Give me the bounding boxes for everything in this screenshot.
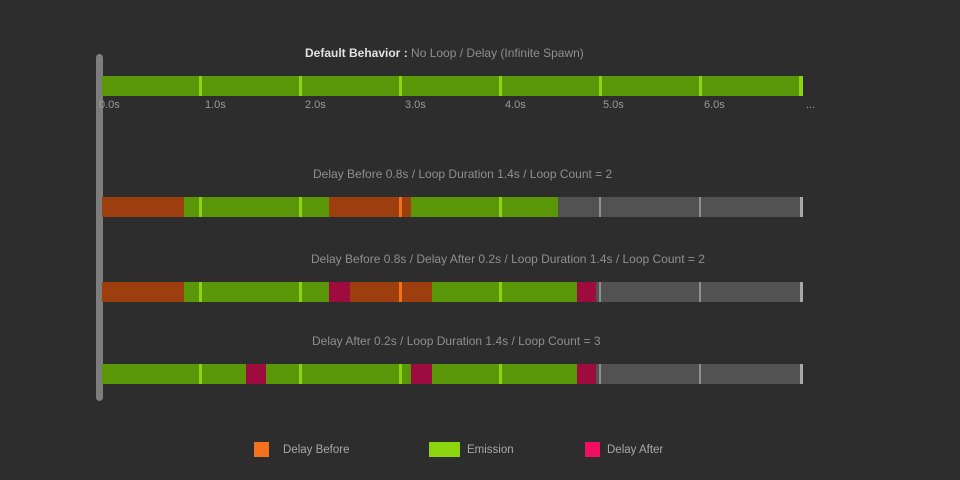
time-axis-label: ... <box>806 99 816 111</box>
timeline-tick-emission_bright <box>199 76 202 96</box>
time-axis-label: 1.0s <box>205 99 226 111</box>
timeline-segment-emission <box>184 282 329 302</box>
timeline-segment-delay_after <box>329 282 350 302</box>
legend-item-emission: Emission <box>429 442 514 457</box>
timeline-title-text: Delay Before 0.8s / Loop Duration 1.4s /… <box>313 167 613 181</box>
timeline-tick-emission_bright <box>299 197 302 217</box>
timeline-tick-emission_bright <box>599 76 602 96</box>
timeline-tick-emission_bright <box>199 364 202 384</box>
timeline-title: Delay Before 0.8s / Delay After 0.2s / L… <box>311 252 705 266</box>
time-axis-label: 6.0s <box>704 99 725 111</box>
timeline-segment-emission <box>102 364 246 384</box>
timeline-tick-emission_bright <box>399 76 402 96</box>
legend-label-delay-after: Delay After <box>607 443 664 456</box>
timeline-tick-emission_bright <box>699 76 702 96</box>
timeline-segment-emission <box>432 364 577 384</box>
timeline-segment-delay_before <box>102 197 184 217</box>
timeline-title-text: Delay After 0.2s / Loop Duration 1.4s / … <box>312 334 601 348</box>
timeline-axis-spine <box>96 54 103 401</box>
timeline-segment-delay_before <box>102 282 184 302</box>
emission-swatch-icon <box>429 442 460 457</box>
timeline-segment-delay_after <box>411 364 432 384</box>
timeline-segment-delay_before <box>350 282 432 302</box>
timeline-tick-inactive_tick <box>699 282 701 302</box>
delay-after-swatch-icon <box>585 442 600 457</box>
timeline-tick-emission_bright <box>399 364 402 384</box>
timeline-tick-emission_bright <box>299 364 302 384</box>
time-axis-label: 2.0s <box>305 99 326 111</box>
timeline-tick-emission_bright <box>499 282 502 302</box>
timeline-segment-emission <box>266 364 411 384</box>
timeline-tick-emission_bright <box>299 76 302 96</box>
time-axis-label: 3.0s <box>405 99 426 111</box>
timeline-title-text: Delay Before 0.8s / Delay After 0.2s / L… <box>311 252 705 266</box>
timeline-title: Default Behavior : No Loop / Delay (Infi… <box>305 46 584 60</box>
timeline-bar <box>102 364 803 384</box>
timeline-segment-emission <box>432 282 577 302</box>
delay-before-swatch-icon <box>254 442 269 457</box>
timeline-tick-inactive_tick <box>699 197 701 217</box>
timeline-segment-emission <box>102 76 799 96</box>
legend-item-delay-before: Delay Before <box>254 442 349 457</box>
legend-label-emission: Emission <box>467 443 514 456</box>
timeline-tick-emission_bright <box>499 364 502 384</box>
timeline-title-strong: Default Behavior : <box>305 46 412 60</box>
timeline-segment-delay_before <box>329 197 411 217</box>
timeline-title: Delay Before 0.8s / Loop Duration 1.4s /… <box>313 167 612 181</box>
timeline-tick-delay_before_bright <box>399 197 402 217</box>
time-axis-label: 0.0s <box>99 99 120 111</box>
timeline-tick-inactive_tick <box>599 282 601 302</box>
timeline-tick-emission_bright <box>499 76 502 96</box>
timeline-segment-inactive <box>558 197 800 217</box>
time-axis-label: 5.0s <box>603 99 624 111</box>
timeline-tick-emission_bright <box>499 197 502 217</box>
timeline-segment-delay_after <box>246 364 266 384</box>
timeline-segment-inactive_cap <box>800 364 803 384</box>
timeline-tick-inactive_tick <box>699 364 701 384</box>
timeline-segment-emission <box>184 197 329 217</box>
timeline-segment-delay_after <box>577 282 596 302</box>
timeline-tick-emission_bright <box>199 282 202 302</box>
timeline-tick-inactive_tick <box>599 364 601 384</box>
timeline-title: Delay After 0.2s / Loop Duration 1.4s / … <box>312 334 601 348</box>
timeline-tick-delay_before_bright <box>399 282 402 302</box>
timeline-segment-inactive <box>596 364 800 384</box>
timeline-bar <box>102 282 803 302</box>
legend-item-delay-after: Delay After <box>585 442 663 457</box>
timeline-segment-emission <box>411 197 558 217</box>
timeline-segment-delay_after <box>577 364 596 384</box>
legend-label-delay-before: Delay Before <box>283 443 350 456</box>
timeline-segment-emission_bright <box>799 76 803 96</box>
timeline-segment-inactive_cap <box>800 197 803 217</box>
timeline-tick-emission_bright <box>299 282 302 302</box>
timeline-bar <box>102 76 803 96</box>
timeline-bar <box>102 197 803 217</box>
time-axis-label: 4.0s <box>505 99 526 111</box>
timeline-segment-inactive <box>596 282 800 302</box>
timeline-tick-emission_bright <box>199 197 202 217</box>
timeline-tick-inactive_tick <box>599 197 601 217</box>
timeline-title-text: No Loop / Delay (Infinite Spawn) <box>411 46 584 60</box>
timeline-segment-inactive_cap <box>800 282 803 302</box>
